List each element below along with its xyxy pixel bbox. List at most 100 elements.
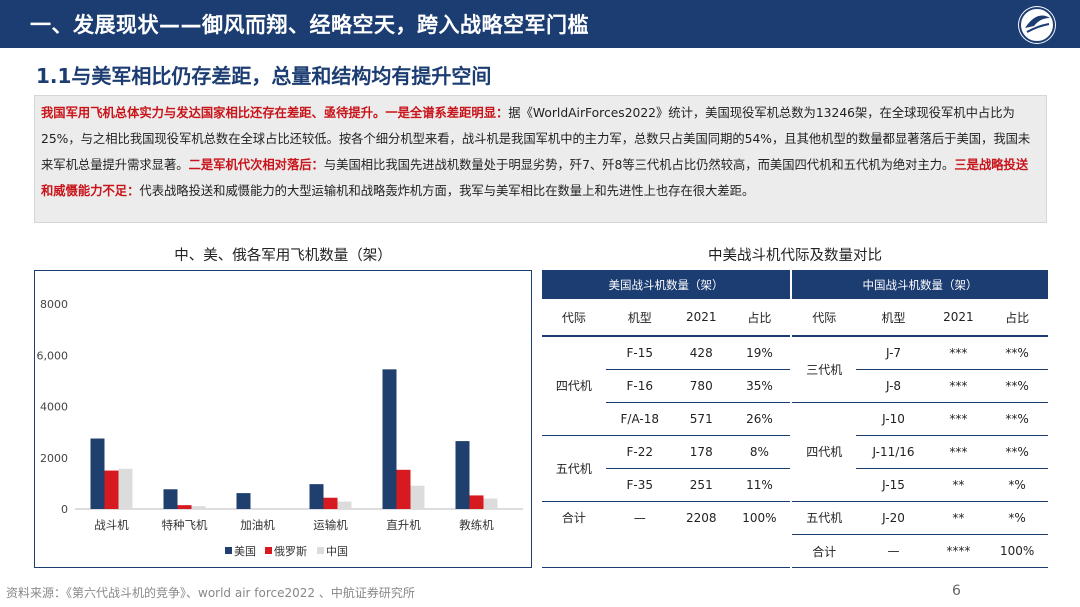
us-share-cell: 19% — [728, 336, 790, 370]
us-total-row: 合计 — 2208 100% — [542, 501, 790, 534]
table-row: 四代机 J-10 *** **% — [792, 402, 1048, 502]
x-tick-label: 教练机 — [459, 518, 494, 532]
table-row: J-11/16 *** **% — [792, 435, 1048, 469]
us-count-cell: 178 — [673, 435, 729, 469]
cn-total-row: 合计 — **** 100% — [792, 534, 1048, 568]
us-count-cell: 571 — [673, 402, 729, 436]
cn-model-cell: J-15 — [856, 468, 931, 502]
bar-美国-加油机 — [236, 493, 251, 509]
cn-table-title: 中国战斗机数量（架） — [792, 270, 1048, 299]
bar-俄罗斯-直升机 — [396, 469, 411, 509]
table-separator — [790, 270, 792, 568]
us-col-share: 占比 — [728, 299, 790, 337]
us-col-model: 机型 — [605, 299, 674, 337]
bar-美国-直升机 — [382, 369, 397, 509]
cn-model-cell: J-20 — [856, 501, 931, 535]
source-footnote: 资料来源：《第六代战斗机的竞争》、world air force2022 、中航… — [6, 586, 415, 600]
cn-count-cell: ** — [930, 468, 987, 502]
summary-box: 我国军用飞机总体实力与发达国家相比还存在差距、亟待提升。一是全谱系差距明显：据《… — [34, 95, 1047, 223]
table-row: 五代机 F-22 178 8% — [542, 435, 790, 502]
us-model-cell: F-16 — [605, 369, 674, 403]
bar-中国-教练机 — [483, 498, 498, 509]
cn-gen4-cell: 四代机 — [792, 402, 857, 502]
us-table-title: 美国战斗机数量（架） — [542, 270, 790, 299]
bar-美国-教练机 — [455, 441, 470, 509]
x-tick-label: 特种飞机 — [162, 518, 208, 532]
x-tick-label: 战斗机 — [94, 518, 129, 532]
cn-col-2021: 2021 — [930, 299, 987, 337]
cn-col-generation: 代际 — [792, 299, 857, 337]
legend-label-美国: 美国 — [234, 545, 256, 558]
summary-point-3-text: 代表战略投送和威慑能力的大型运输机和战略轰炸机方面，我军与美军相比在数量上和先进… — [139, 184, 755, 198]
cn-count-cell: *** — [930, 336, 987, 370]
us-count-cell: 251 — [673, 468, 729, 502]
summary-point-1-heading: 我国军用飞机总体实力与发达国家相比还存在差距、亟待提升。一是全谱系差距明显： — [41, 106, 509, 120]
bar-中国-战斗机 — [118, 468, 133, 509]
cn-count-cell: *** — [930, 435, 987, 469]
table-row: F-35 251 11% — [542, 468, 790, 502]
legend-label-中国: 中国 — [326, 545, 348, 558]
us-gen5-cell: 五代机 — [542, 435, 606, 502]
cn-col-model: 机型 — [856, 299, 931, 337]
table-row: 四代机 F-15 428 19% — [542, 336, 790, 436]
section-title: 一、发展现状——御风而翔、经略空天，跨入战略空军门槛 — [30, 13, 589, 37]
y-tick-label: 8000 — [40, 298, 68, 311]
bar-美国-战斗机 — [90, 438, 105, 509]
cn-share-cell: **% — [986, 435, 1048, 469]
us-share-cell: 26% — [728, 402, 790, 436]
bar-中国-运输机 — [337, 501, 352, 509]
y-tick-label: 6,000 — [37, 349, 69, 362]
legend-label-俄罗斯: 俄罗斯 — [274, 545, 307, 558]
bar-俄罗斯-战斗机 — [104, 470, 119, 509]
us-total-share: 100% — [742, 510, 777, 525]
us-share-cell: 35% — [728, 369, 790, 403]
us-share-cell: 8% — [728, 435, 790, 469]
table-row: F-16 780 35% — [542, 369, 790, 403]
cn-share-cell: *% — [986, 501, 1048, 535]
us-fighter-table: 美国战斗机数量（架） 代际 机型 2021 占比 四代机 F-15 428 19… — [542, 270, 790, 534]
table-row: J-15 ** *% — [792, 468, 1048, 502]
bar-俄罗斯-教练机 — [469, 495, 484, 509]
us-gen4-cell: 四代机 — [542, 336, 606, 436]
cn-model-cell: J-10 — [856, 402, 931, 436]
bar-美国-特种飞机 — [163, 489, 178, 509]
table-row: 三代机 J-7 *** **% — [792, 336, 1048, 403]
cn-share-cell: *% — [986, 468, 1048, 502]
table-row: F/A-18 571 26% — [542, 402, 790, 436]
summary-point-1-text: 据《WorldAirForces2022》统计，美国现役军机总数为13246架，… — [41, 106, 1031, 172]
x-tick-label: 直升机 — [386, 518, 421, 532]
us-col-2021: 2021 — [673, 299, 729, 337]
aircraft-count-chart: 0 2000 4000 6,000 8000 战斗机 特种飞机 加油机 运输机 直升机 教练机 美国 俄… — [34, 270, 532, 568]
page-number: 6 — [952, 583, 961, 599]
cn-model-cell: J-11/16 — [856, 435, 931, 469]
cn-gen3-cell: 三代机 — [792, 336, 857, 403]
legend-swatch — [225, 547, 232, 554]
y-tick-label: 0 — [61, 503, 68, 516]
table-title: 中美战斗机代际及数量对比 — [708, 248, 882, 264]
chart-title: 中、美、俄各军用飞机数量（架） — [174, 248, 392, 264]
summary-point-2-text: 与美国相比我国先进战机数量处于明显劣势，歼7、歼8等三代机占比仍然较高，而美国四… — [323, 158, 955, 172]
bar-俄罗斯-特种飞机 — [177, 505, 192, 509]
summary-point-3-heading: 三是战略投送和威慑能力不足： — [41, 158, 1029, 198]
us-model-cell: F/A-18 — [605, 402, 674, 436]
us-total-count: 2208 — [685, 510, 717, 525]
us-model-cell: F-35 — [605, 468, 674, 502]
us-model-cell: F-22 — [605, 435, 674, 469]
cn-total-label: 合计 — [812, 544, 837, 559]
cn-share-cell: **% — [986, 336, 1048, 370]
legend-swatch — [265, 547, 272, 554]
summary-point-2-heading: 二是军机代次相对落后： — [188, 158, 324, 172]
x-tick-label: 运输机 — [313, 518, 348, 532]
cn-fighter-table: 中国战斗机数量（架） 代际 机型 2021 占比 三代机 J-7 *** **%… — [792, 270, 1048, 568]
bar-美国-运输机 — [309, 484, 324, 509]
table-row: 五代机 J-20 ** *% — [792, 501, 1048, 535]
us-col-generation: 代际 — [542, 299, 606, 337]
table-row: J-8 *** **% — [792, 369, 1048, 403]
cn-total-model: — — [887, 544, 900, 559]
us-count-cell: 780 — [673, 369, 729, 403]
cn-total-count: **** — [946, 544, 971, 559]
cn-gen5-cell: 五代机 — [792, 501, 857, 535]
us-total-label: 合计 — [561, 511, 586, 526]
bar-中国-特种飞机 — [191, 506, 206, 509]
